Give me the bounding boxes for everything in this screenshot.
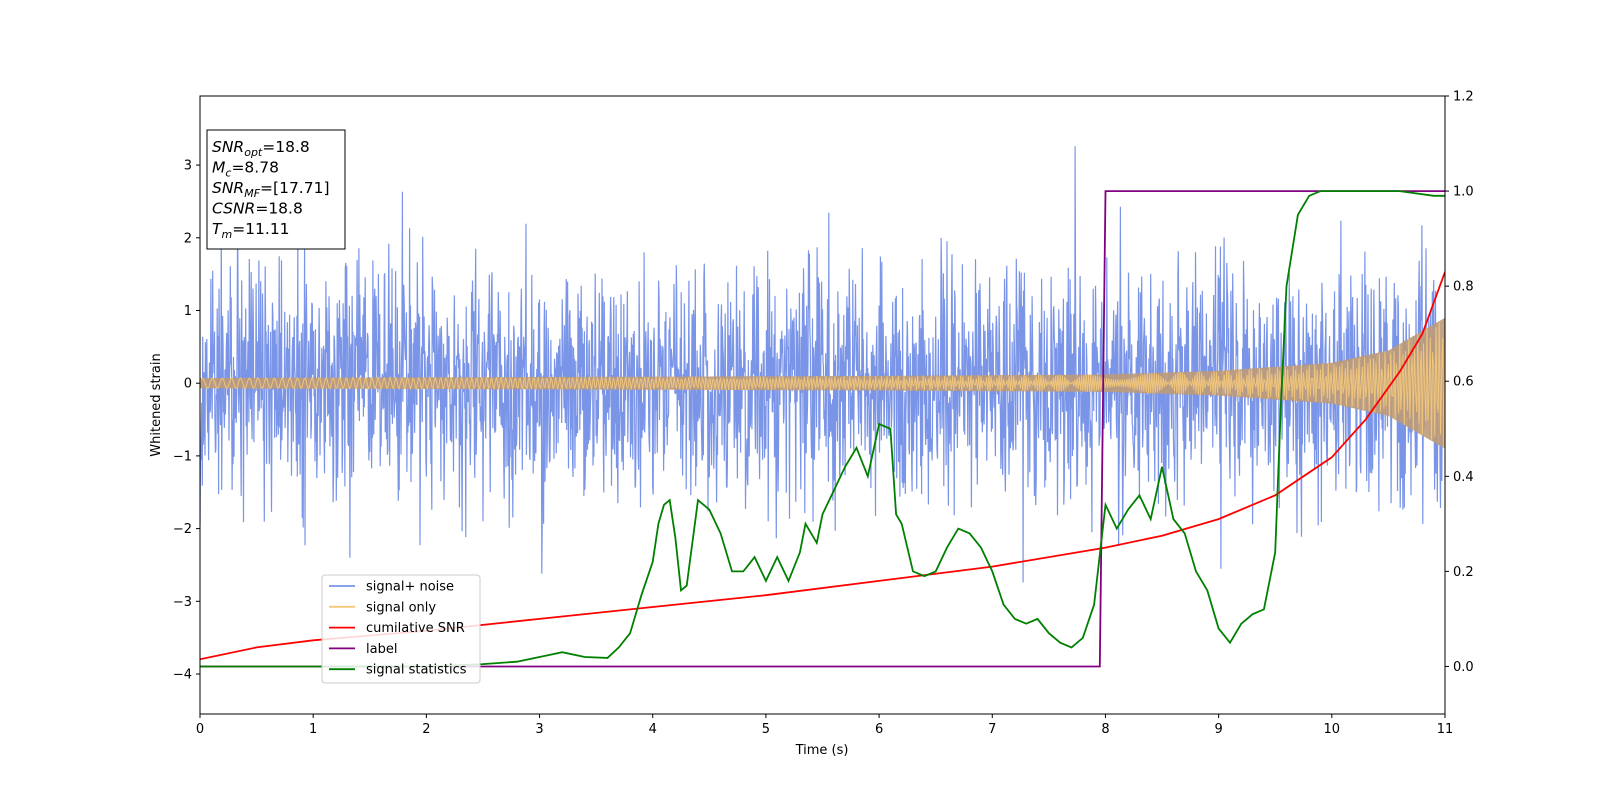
info-box-line: Tm=11.11 bbox=[212, 220, 290, 241]
legend-entry: signal+ noise bbox=[366, 580, 454, 595]
x-tick-label: 9 bbox=[1214, 722, 1222, 737]
x-tick-label: 4 bbox=[649, 722, 657, 737]
info-box: SNRopt=18.8Mc=8.78SNRMF=[17.71]CSNR=18.8… bbox=[206, 129, 346, 250]
x-tick-label: 6 bbox=[875, 722, 883, 737]
y-right-tick-label: 1.0 bbox=[1453, 185, 1474, 200]
legend-entry: signal only bbox=[366, 600, 436, 615]
y-left-tick-label: 1 bbox=[184, 304, 192, 319]
left-y-axis-ticks: −4 −3 −2 −1 0 1 2 3 bbox=[173, 159, 200, 683]
info-box-line: SNRMF=[17.71] bbox=[212, 179, 330, 200]
y-left-tick-label: −2 bbox=[173, 522, 192, 537]
x-tick-label: 7 bbox=[988, 722, 996, 737]
series-signal-noise bbox=[200, 146, 1445, 583]
y-right-tick-label: 0.2 bbox=[1453, 565, 1474, 580]
legend-entry: cumilative SNR bbox=[366, 621, 465, 636]
info-box-line: CSNR=18.8 bbox=[212, 200, 303, 218]
y-left-tick-label: −1 bbox=[173, 449, 192, 464]
legend: signal+ noise signal only cumilative SNR la… bbox=[321, 574, 481, 684]
series-signal-statistics bbox=[200, 190, 1445, 668]
y-left-tick-label: 0 bbox=[184, 377, 192, 392]
x-tick-label: 11 bbox=[1437, 722, 1454, 737]
y-right-tick-label: 0.4 bbox=[1453, 470, 1474, 485]
x-axis-label: Time (s) bbox=[795, 743, 849, 758]
y-left-tick-label: 3 bbox=[184, 159, 192, 174]
legend-entry: signal statistics bbox=[366, 663, 467, 678]
y-left-tick-label: 2 bbox=[184, 231, 192, 246]
series-signal-only bbox=[200, 322, 1445, 448]
info-box-line: SNRopt=18.8 bbox=[212, 138, 310, 159]
x-tick-label: 5 bbox=[762, 722, 770, 737]
y-right-tick-label: 0.6 bbox=[1453, 375, 1474, 390]
x-tick-label: 10 bbox=[1324, 722, 1341, 737]
info-box-frame bbox=[206, 129, 346, 250]
x-axis-ticks: 0 1 2 3 4 5 6 7 8 9 10 11 bbox=[196, 714, 1453, 737]
legend-frame bbox=[321, 574, 481, 684]
legend-entry: label bbox=[366, 642, 397, 657]
x-tick-label: 1 bbox=[309, 722, 317, 737]
right-y-axis-ticks: 0.0 0.2 0.4 0.6 0.8 1.0 1.2 bbox=[1445, 90, 1474, 675]
info-box-line: Mc=8.78 bbox=[212, 159, 279, 180]
axes-frame bbox=[199, 95, 1446, 715]
x-tick-label: 8 bbox=[1101, 722, 1109, 737]
series-label bbox=[200, 190, 1445, 668]
y-left-tick-label: −4 bbox=[173, 668, 192, 683]
y-left-tick-label: −3 bbox=[173, 595, 192, 610]
x-tick-label: 2 bbox=[422, 722, 430, 737]
x-tick-label: 3 bbox=[535, 722, 543, 737]
y-right-tick-label: 0.8 bbox=[1453, 280, 1474, 295]
y-right-tick-label: 0.0 bbox=[1453, 660, 1474, 675]
y-axis-label: Whitened strain bbox=[149, 353, 164, 456]
x-tick-label: 0 bbox=[196, 722, 204, 737]
y-right-tick-label: 1.2 bbox=[1453, 90, 1474, 105]
